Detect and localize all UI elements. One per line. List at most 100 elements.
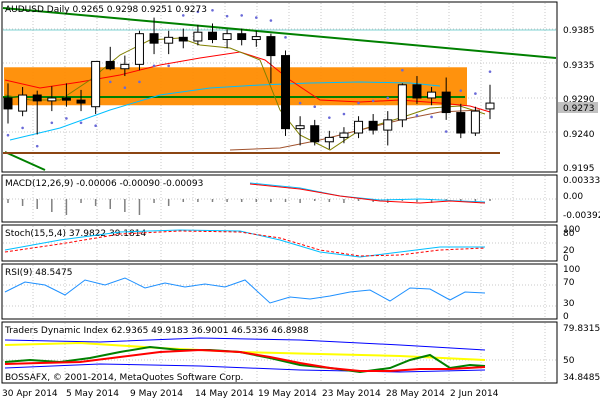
chart-header: AUDUSD Daily 0.9265 0.9298 0.9251 0.9273 <box>5 5 207 15</box>
sar-dot <box>328 116 331 119</box>
tdi-panel <box>1 321 558 384</box>
tdi-tick: 79.8315 <box>563 324 600 334</box>
candlesticks <box>3 17 495 150</box>
date-tick: 30 Apr 2014 <box>2 389 58 399</box>
current-price-label: 0.9273 <box>563 104 595 114</box>
bull-candle <box>120 63 130 70</box>
bear-candle <box>368 120 378 131</box>
macd-signal-line <box>249 183 486 204</box>
bull-candle <box>339 132 349 138</box>
sar-dot <box>313 105 317 109</box>
date-tick: 9 May 2014 <box>130 389 183 399</box>
sar-dot <box>240 14 243 17</box>
bear-candle <box>237 33 247 41</box>
bull-candle <box>295 125 305 130</box>
tdi-blue-lower <box>4 363 486 373</box>
sar-dot <box>459 89 463 92</box>
macd-tick: -0.00392 <box>563 211 600 221</box>
sar-dot <box>196 10 200 14</box>
sar-dot <box>430 115 433 119</box>
stoch-tick: 100 <box>563 225 580 235</box>
rsi-tick: 30 <box>563 299 575 309</box>
sar-dot <box>21 126 24 130</box>
bull-candle <box>91 60 101 108</box>
current-price-marker <box>558 102 598 113</box>
sar-dot <box>138 80 141 84</box>
price-tick: 0.9335 <box>563 61 595 71</box>
rsi-line <box>4 277 486 304</box>
bear-candle <box>149 33 159 44</box>
sar-dot <box>152 64 156 68</box>
sar-dot <box>211 9 214 12</box>
time-axis: 30 Apr 2014 5 May 2014 9 May 2014 14 May… <box>2 389 499 399</box>
sar-dot <box>357 101 360 105</box>
sar-dot <box>6 133 10 137</box>
sar-dot <box>181 14 185 17</box>
bear-candle <box>412 84 422 99</box>
bear-candle <box>456 112 466 134</box>
sar-dot <box>386 96 390 100</box>
bear-candle <box>61 97 71 101</box>
bull-candle <box>18 94 28 112</box>
stoch-tick: 80 <box>563 229 575 239</box>
date-tick: 19 May 2014 <box>258 389 317 399</box>
sar-dot <box>123 86 127 90</box>
date-tick: 14 May 2014 <box>195 389 254 399</box>
bear-candle <box>207 31 217 41</box>
bull-candle <box>470 110 480 134</box>
sar-dot <box>65 117 68 120</box>
bear-candle <box>105 60 115 70</box>
sar-dot <box>415 114 419 117</box>
tdi-tick: 50 <box>563 356 575 366</box>
bear-candle <box>3 97 13 110</box>
sar-dot <box>94 124 97 128</box>
green-trendline <box>2 7 557 59</box>
copyright-text: BOSSAFX, © 2001-2014, MetaQuotes Softwar… <box>5 373 243 383</box>
price-axis: 0.9385 0.9335 0.9290 0.9240 0.9195 0.927… <box>558 26 598 174</box>
sar-dot <box>371 99 375 103</box>
bear-candle <box>441 91 451 114</box>
sar-dot <box>444 130 448 133</box>
macd-main-line <box>249 182 486 203</box>
stoch-signal-line <box>4 230 486 257</box>
sar-dot <box>108 80 112 84</box>
stoch-tick: 20 <box>563 246 575 256</box>
tdi-tick: 34.8485 <box>563 373 600 383</box>
parabolic-sar-dots <box>6 9 492 148</box>
sar-dot <box>284 36 287 39</box>
bull-candle <box>324 136 334 143</box>
bull-candle <box>164 36 174 44</box>
bear-candle <box>76 99 86 104</box>
bull-candle <box>47 97 57 102</box>
cyan-moving-average <box>9 81 441 141</box>
sar-dot <box>50 121 54 125</box>
sar-dot <box>474 92 477 95</box>
rsi-panel <box>1 263 558 320</box>
stoch-title: Stoch(15,5,4) 37.9822 39.1814 <box>5 229 146 239</box>
price-tick: 0.9385 <box>563 26 595 36</box>
bull-candle <box>222 33 232 41</box>
rsi-title: RSI(9) 48.5475 <box>5 268 72 278</box>
date-tick: 23 May 2014 <box>322 389 381 399</box>
bull-candle <box>427 91 437 99</box>
price-tick: 0.9195 <box>563 164 595 174</box>
rsi-tick: 0 <box>563 312 569 322</box>
date-tick: 2 Jun 2014 <box>450 389 499 399</box>
bull-candle <box>354 120 364 134</box>
rsi-tick: 70 <box>563 278 575 288</box>
sar-dot <box>79 121 83 125</box>
sar-dot <box>35 144 39 148</box>
bear-candle <box>310 125 320 143</box>
sar-dot <box>342 112 346 116</box>
symbol-label: AUDUSD <box>5 5 44 15</box>
sar-dot <box>488 70 492 73</box>
bull-candle <box>383 119 393 131</box>
macd-tick: 0.00 <box>563 192 583 202</box>
stoch-main-line <box>4 229 485 258</box>
sar-dot <box>401 68 404 72</box>
price-tick: 0.9240 <box>563 130 595 140</box>
stoch-tick: 0 <box>563 254 569 264</box>
macd-title: MACD(12,26,9) -0.00006 -0.00090 -0.00093 <box>5 179 203 189</box>
rsi-tick: 100 <box>563 265 580 275</box>
